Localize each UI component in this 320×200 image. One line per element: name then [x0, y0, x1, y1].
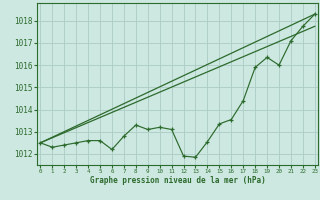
X-axis label: Graphe pression niveau de la mer (hPa): Graphe pression niveau de la mer (hPa) [90, 176, 266, 185]
